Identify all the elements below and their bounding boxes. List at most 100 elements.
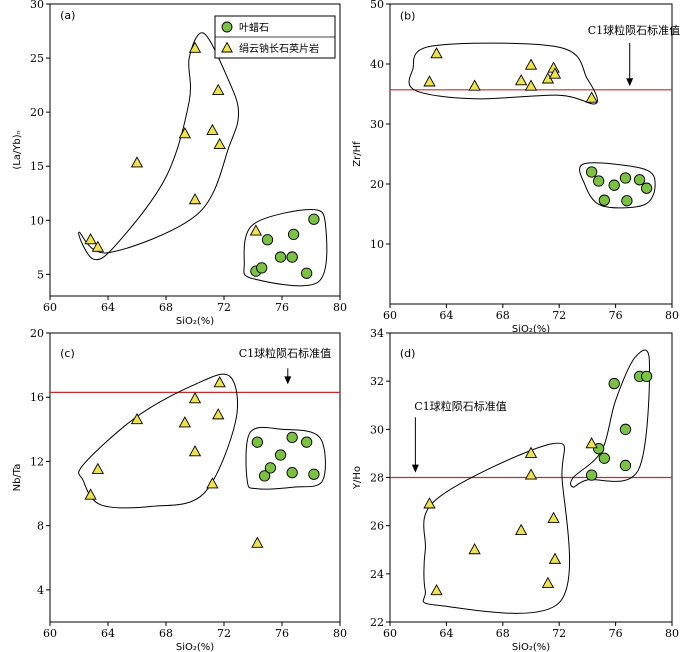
y-tick-label: 28 <box>370 472 384 485</box>
data-point-circle <box>261 234 274 246</box>
data-point-circle <box>619 423 632 435</box>
x-axis-label: SiO₂(%) <box>176 316 214 327</box>
y-tick-label: 16 <box>30 391 44 404</box>
x-tick-label: 60 <box>43 627 57 640</box>
data-point-triangle <box>251 536 264 548</box>
y-tick-label: 22 <box>370 616 384 629</box>
data-point-circle <box>608 377 620 390</box>
y-tick-label: 10 <box>30 214 44 227</box>
y-tick-label: 34 <box>370 327 384 340</box>
data-point-circle <box>593 175 605 187</box>
y-tick-label: 30 <box>370 118 384 131</box>
panel-d: 60 64 68 72 76 80 22 24 26 28 30 32 34 SiO₂(%) Y/Ho (d)… <box>352 327 679 652</box>
x-tick-label: 76 <box>609 627 623 640</box>
data-point-triangle <box>91 462 105 474</box>
data-point-triangle <box>84 488 97 500</box>
data-point-circle <box>619 172 632 184</box>
data-point-circle <box>274 449 287 461</box>
data-point-triangle <box>548 67 562 79</box>
data-point-triangle <box>430 583 443 596</box>
panel-label: (b) <box>400 10 416 23</box>
x-tick-label: 64 <box>101 301 115 314</box>
data-point-circle <box>585 469 598 481</box>
data-point-triangle <box>524 58 538 70</box>
y-tick-label: 10 <box>370 238 384 251</box>
data-point-triangle <box>423 497 436 509</box>
y-tick-label: 50 <box>370 0 384 11</box>
data-point-triangle <box>423 75 436 87</box>
group-envelope <box>243 208 328 287</box>
data-point-circle <box>598 452 610 464</box>
data-point-triangle <box>547 511 560 523</box>
y-axis-label: Nb/Ta <box>12 464 23 492</box>
data-point-circle <box>598 194 610 206</box>
data-point-circle <box>619 459 632 472</box>
x-tick-label: 80 <box>665 309 679 322</box>
x-tick-label: 60 <box>43 301 57 314</box>
data-point-triangle <box>468 543 481 555</box>
data-point-circle <box>286 251 298 263</box>
data-point-triangle <box>178 416 192 428</box>
data-point-triangle <box>430 47 443 59</box>
x-tick-label: 68 <box>496 309 510 322</box>
x-axis-label: SiO₂(%) <box>512 642 550 652</box>
y-axis-label: Y/Ho <box>352 466 363 490</box>
data-point-triangle <box>514 523 528 535</box>
data-point-triangle <box>188 41 202 53</box>
data-point-circle <box>286 431 298 444</box>
panel-label: (a) <box>60 9 75 22</box>
y-tick-label: 24 <box>370 568 384 581</box>
data-point-triangle <box>91 240 105 252</box>
x-axis-label: SiO₂(%) <box>512 324 550 335</box>
data-point-circle <box>300 436 313 448</box>
data-point-circle <box>251 436 264 448</box>
y-axis-label: (La/Yb)ₙ <box>12 130 23 169</box>
data-point-triangle <box>84 233 97 245</box>
x-tick-label: 64 <box>439 309 453 322</box>
data-point-triangle <box>524 468 538 480</box>
y-axis-label: Zr/Hf <box>352 141 363 167</box>
data-point-triangle <box>188 392 202 404</box>
data-point-circle <box>308 213 320 225</box>
x-tick-label: 60 <box>383 309 397 322</box>
data-point-circle <box>286 467 298 479</box>
y-tick-label: 40 <box>370 58 384 71</box>
x-tick-label: 64 <box>101 627 115 640</box>
data-point-triangle <box>213 376 226 388</box>
y-tick-label: 30 <box>30 0 44 11</box>
data-point-circle <box>287 228 300 241</box>
data-point-circle <box>256 262 268 274</box>
x-tick-label: 64 <box>439 627 453 640</box>
x-tick-label: 72 <box>552 627 566 640</box>
panel-b: 60 64 68 72 76 80 10 20 30 40 50 SiO₂(%) Zr/Hf (b) C1球… <box>352 0 680 335</box>
x-tick-label: 76 <box>275 627 289 640</box>
y-tick-label: 12 <box>30 455 44 468</box>
data-point-circle <box>308 468 320 480</box>
reference-annotation: C1球粒陨石标准值 <box>414 399 506 413</box>
data-point-circle <box>258 470 271 482</box>
data-point-triangle <box>188 445 202 457</box>
plot-frame <box>389 3 673 305</box>
plot-frame <box>49 332 341 623</box>
data-point-triangle <box>130 156 144 168</box>
data-point-triangle <box>178 127 192 139</box>
data-point-circle <box>640 370 653 382</box>
y-tick-label: 20 <box>30 327 44 340</box>
x-tick-label: 68 <box>159 301 173 314</box>
x-tick-label: 76 <box>275 301 289 314</box>
y-tick-label: 8 <box>37 520 44 533</box>
y-tick-label: 15 <box>30 160 44 173</box>
legend-marker-circle <box>221 21 233 33</box>
x-tick-label: 68 <box>159 627 173 640</box>
x-tick-label: 80 <box>665 627 679 640</box>
y-tick-label: 25 <box>30 52 44 65</box>
group-envelope <box>422 442 571 614</box>
panel-label: (c) <box>60 347 75 360</box>
legend-marker-triangle <box>221 41 233 53</box>
data-point-circle <box>621 195 633 207</box>
x-tick-label: 72 <box>217 627 231 640</box>
annotation-arrowhead <box>626 78 634 87</box>
data-point-triangle <box>585 437 598 449</box>
x-tick-label: 60 <box>383 627 397 640</box>
